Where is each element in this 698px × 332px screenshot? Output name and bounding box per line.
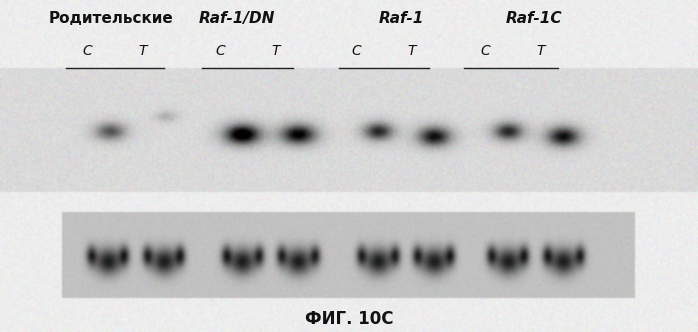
Text: Родительские: Родительские <box>49 11 174 26</box>
Text: T: T <box>408 44 416 58</box>
Text: C: C <box>480 44 490 58</box>
Text: T: T <box>139 44 147 58</box>
Text: C: C <box>351 44 361 58</box>
Text: ФИГ. 10С: ФИГ. 10С <box>305 310 393 328</box>
Text: T: T <box>537 44 545 58</box>
Text: Raf-1/DN: Raf-1/DN <box>199 11 276 26</box>
Text: T: T <box>272 44 280 58</box>
Text: Raf-1C: Raf-1C <box>505 11 563 26</box>
Text: Raf-1: Raf-1 <box>378 11 424 26</box>
Text: C: C <box>82 44 92 58</box>
Text: C: C <box>215 44 225 58</box>
